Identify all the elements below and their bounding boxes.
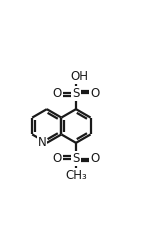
Text: O: O xyxy=(90,152,99,165)
Text: O: O xyxy=(90,87,99,100)
Text: O: O xyxy=(53,152,62,165)
Text: CH₃: CH₃ xyxy=(65,169,87,182)
Text: OH: OH xyxy=(70,70,88,83)
Text: S: S xyxy=(72,152,80,165)
Text: O: O xyxy=(53,87,62,100)
Text: N: N xyxy=(38,136,46,149)
Text: S: S xyxy=(72,87,80,100)
